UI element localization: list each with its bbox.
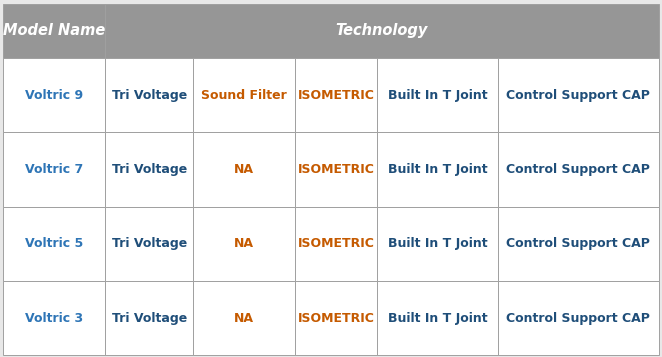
Text: Control Support CAP: Control Support CAP	[506, 237, 650, 250]
Bar	[498, 207, 659, 281]
Bar	[377, 132, 498, 207]
Bar	[3, 132, 105, 207]
Bar	[3, 58, 105, 132]
Text: ISOMETRIC: ISOMETRIC	[297, 89, 374, 102]
Text: NA: NA	[234, 237, 254, 250]
Bar	[498, 132, 659, 207]
Bar	[105, 281, 193, 355]
Bar	[377, 58, 498, 132]
Text: Tri Voltage: Tri Voltage	[111, 237, 187, 250]
Text: Technology: Technology	[336, 23, 428, 38]
Bar	[193, 207, 295, 281]
Bar	[295, 207, 377, 281]
Text: Voltric 7: Voltric 7	[25, 163, 83, 176]
Text: Control Support CAP: Control Support CAP	[506, 89, 650, 102]
Text: Voltric 9: Voltric 9	[25, 89, 83, 102]
Text: ISOMETRIC: ISOMETRIC	[297, 237, 374, 250]
Bar	[295, 132, 377, 207]
Bar	[3, 4, 105, 58]
Bar	[105, 132, 193, 207]
Bar	[105, 4, 659, 58]
Text: NA: NA	[234, 163, 254, 176]
Text: Built In T Joint: Built In T Joint	[388, 312, 487, 325]
Text: Built In T Joint: Built In T Joint	[388, 89, 487, 102]
Text: NA: NA	[234, 312, 254, 325]
Bar	[3, 207, 105, 281]
Text: Voltric 5: Voltric 5	[25, 237, 83, 250]
Text: Tri Voltage: Tri Voltage	[111, 312, 187, 325]
Text: Tri Voltage: Tri Voltage	[111, 89, 187, 102]
Bar	[295, 58, 377, 132]
Bar	[105, 58, 193, 132]
Bar	[377, 207, 498, 281]
Bar	[498, 58, 659, 132]
Bar	[193, 58, 295, 132]
Text: Voltric 3: Voltric 3	[25, 312, 83, 325]
Bar	[105, 207, 193, 281]
Bar	[3, 281, 105, 355]
Text: Control Support CAP: Control Support CAP	[506, 163, 650, 176]
Bar	[295, 281, 377, 355]
Bar	[193, 132, 295, 207]
Text: Built In T Joint: Built In T Joint	[388, 237, 487, 250]
Bar	[498, 281, 659, 355]
Text: Built In T Joint: Built In T Joint	[388, 163, 487, 176]
Text: Control Support CAP: Control Support CAP	[506, 312, 650, 325]
Text: Model Name: Model Name	[3, 23, 105, 38]
Text: ISOMETRIC: ISOMETRIC	[297, 163, 374, 176]
Text: ISOMETRIC: ISOMETRIC	[297, 312, 374, 325]
Text: Tri Voltage: Tri Voltage	[111, 163, 187, 176]
Text: Sound Filter: Sound Filter	[201, 89, 287, 102]
Bar	[377, 281, 498, 355]
Bar	[193, 281, 295, 355]
